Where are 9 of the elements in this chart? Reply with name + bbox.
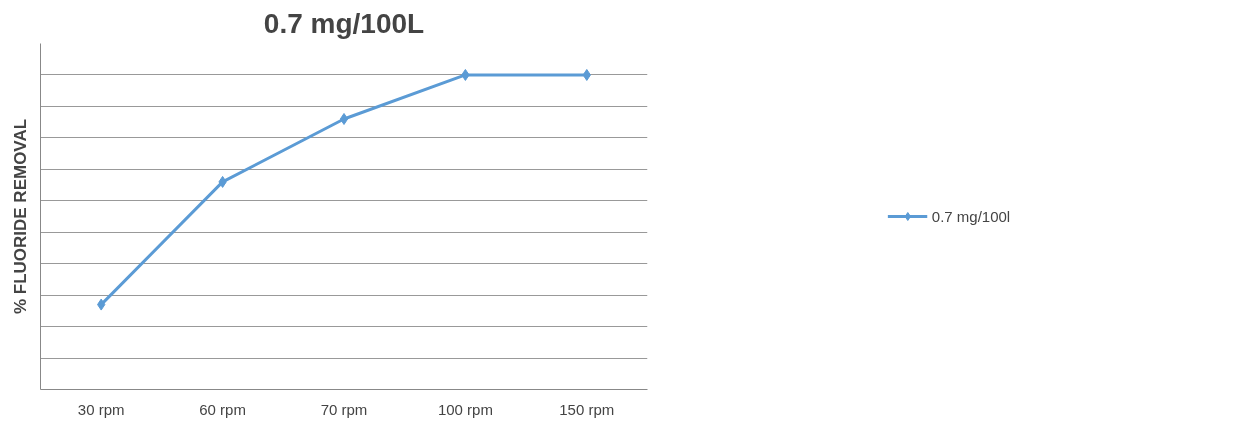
chart-title: 0.7 mg/100L xyxy=(263,7,425,39)
x-tick-label: 100 rpm xyxy=(437,400,493,418)
legend-label: 0.7 mg/100l xyxy=(931,207,1011,225)
point xyxy=(339,112,349,125)
x-tick-label: 60 rpm xyxy=(199,400,246,418)
x-tick-label: 70 rpm xyxy=(320,400,368,418)
x-tick-label: 30 rpm xyxy=(77,400,125,418)
y-axis-title: % FLUORIDE REMOVAL xyxy=(10,118,30,315)
x-tick-label: 150 rpm xyxy=(559,400,615,418)
